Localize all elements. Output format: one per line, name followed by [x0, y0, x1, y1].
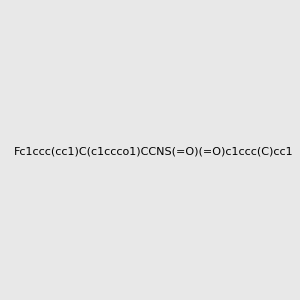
- Text: Fc1ccc(cc1)C(c1ccco1)CCNS(=O)(=O)c1ccc(C)cc1: Fc1ccc(cc1)C(c1ccco1)CCNS(=O)(=O)c1ccc(C…: [14, 146, 294, 157]
